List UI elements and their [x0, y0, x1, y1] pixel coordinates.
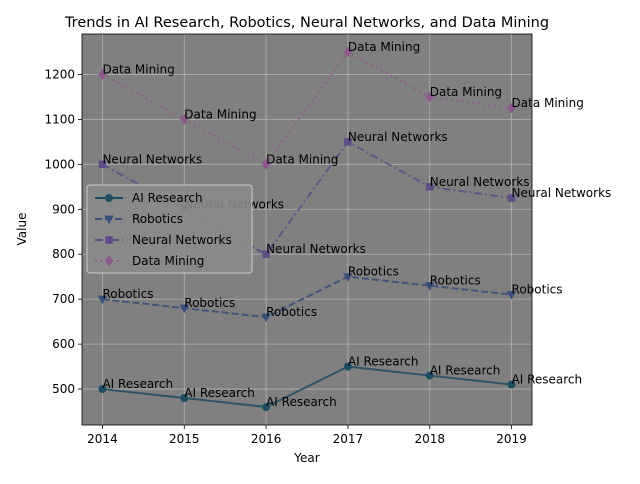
ai-research-data-label: AI Research: [266, 395, 337, 409]
data-mining-point: [261, 159, 271, 170]
robotics-point: [261, 313, 271, 323]
ai-research-data-label: AI Research: [512, 373, 583, 387]
neural-networks-point: [507, 194, 516, 202]
neural-networks-point: [344, 138, 352, 146]
grid: [82, 34, 532, 425]
neural-networks-data-label: Neural Networks: [512, 186, 612, 200]
data-mining-data-label: Data Mining: [266, 152, 338, 166]
neural-networks-data-label: Neural Networks: [266, 242, 366, 256]
y-tick-label: 800: [52, 247, 75, 261]
data-mining-point: [98, 69, 107, 80]
ai-research-data-label: AI Research: [184, 386, 255, 400]
neural-networks-legend-marker: [105, 236, 113, 244]
x-tick-label: 2018: [414, 432, 445, 446]
robotics-data-label: Robotics: [266, 305, 317, 319]
ai-research-data-label: AI Research: [430, 364, 501, 378]
x-tick-label: 2016: [251, 432, 282, 446]
ai-research-legend-marker: [105, 194, 113, 202]
data-mining-data-label: Data Mining: [184, 107, 256, 121]
axis-ticks: 2014 2015 2016 2017 2018 2019 500 600 700 800 900 1…: [44, 67, 526, 446]
y-tick-label: 700: [52, 292, 75, 306]
neural-networks-line: [101, 140, 512, 256]
chart-title: Trends in AI Research, Robotics, Neural …: [64, 15, 549, 31]
legend-box: [86, 184, 253, 274]
robotics-point: [179, 304, 190, 314]
neural-networks-data-label: Neural Networks: [348, 130, 448, 144]
ai-research-point: [425, 371, 434, 380]
plot-frame: [81, 33, 533, 426]
data-mining-data-label: Data Mining: [348, 40, 420, 54]
legend-entry-neural-networks: Neural Networks: [132, 233, 232, 247]
robotics-data-label: Robotics: [430, 274, 481, 288]
data-mining-point: [343, 46, 353, 58]
legend: AI Research Robotics Neural Networks Data M…: [86, 184, 253, 274]
legend-entry-ai-research: AI Research: [132, 191, 203, 205]
y-tick-label: 1100: [44, 112, 75, 126]
robotics-data-label: Robotics: [184, 296, 235, 310]
data-mining-line: [101, 50, 512, 166]
data-mining-legend-marker: [104, 255, 114, 267]
y-tick-label: 900: [52, 202, 75, 216]
robotics-data-label: Robotics: [348, 265, 399, 279]
ai-research-data-label: AI Research: [102, 377, 173, 391]
ai-research-data-label: AI Research: [348, 355, 419, 369]
robotics-point: [424, 282, 435, 291]
data-mining-point: [180, 114, 189, 125]
data-mining-point: [507, 102, 516, 114]
x-tick-label: 2015: [169, 432, 200, 446]
y-tick-label: 1200: [44, 67, 75, 81]
x-tick-label: 2017: [333, 432, 364, 446]
legend-entry-data-mining: Data Mining: [132, 254, 204, 268]
ai-research-point: [262, 403, 271, 412]
data-mining-data-label: Data Mining: [430, 85, 502, 99]
series-group: [97, 46, 517, 412]
robotics-data-label: Robotics: [512, 283, 563, 297]
robotics-point: [343, 273, 353, 282]
ai-research-point: [507, 380, 516, 389]
data-mining-data-label: Data Mining: [512, 96, 584, 110]
ai-research-point: [343, 362, 352, 371]
ai-research-line: [102, 365, 512, 409]
robotics-line: [102, 275, 512, 319]
neural-networks-point: [98, 160, 107, 169]
x-axis-label: Year: [293, 451, 319, 465]
neural-networks-data-label: Neural Networks: [430, 175, 530, 189]
ai-research-point: [98, 385, 107, 394]
x-tick-label: 2014: [87, 432, 118, 446]
legend-entry-robotics: Robotics: [132, 212, 183, 226]
y-axis-label: Value: [15, 213, 29, 246]
data-mining-point: [425, 91, 434, 103]
data-mining-data-label: Data Mining: [102, 62, 174, 76]
neural-networks-data-label: Neural Networks: [102, 152, 202, 166]
robotics-data-label: Robotics: [102, 287, 153, 301]
ai-research-point: [180, 394, 189, 403]
robotics-point: [97, 295, 108, 305]
neural-networks-point: [426, 183, 434, 191]
robotics-point: [506, 291, 517, 300]
x-tick-label: 2019: [496, 432, 527, 446]
y-tick-label: 500: [52, 382, 75, 396]
y-tick-label: 1000: [44, 157, 75, 171]
y-tick-label: 600: [52, 337, 75, 351]
neural-networks-point: [262, 250, 270, 258]
robotics-legend-marker: [104, 215, 114, 225]
